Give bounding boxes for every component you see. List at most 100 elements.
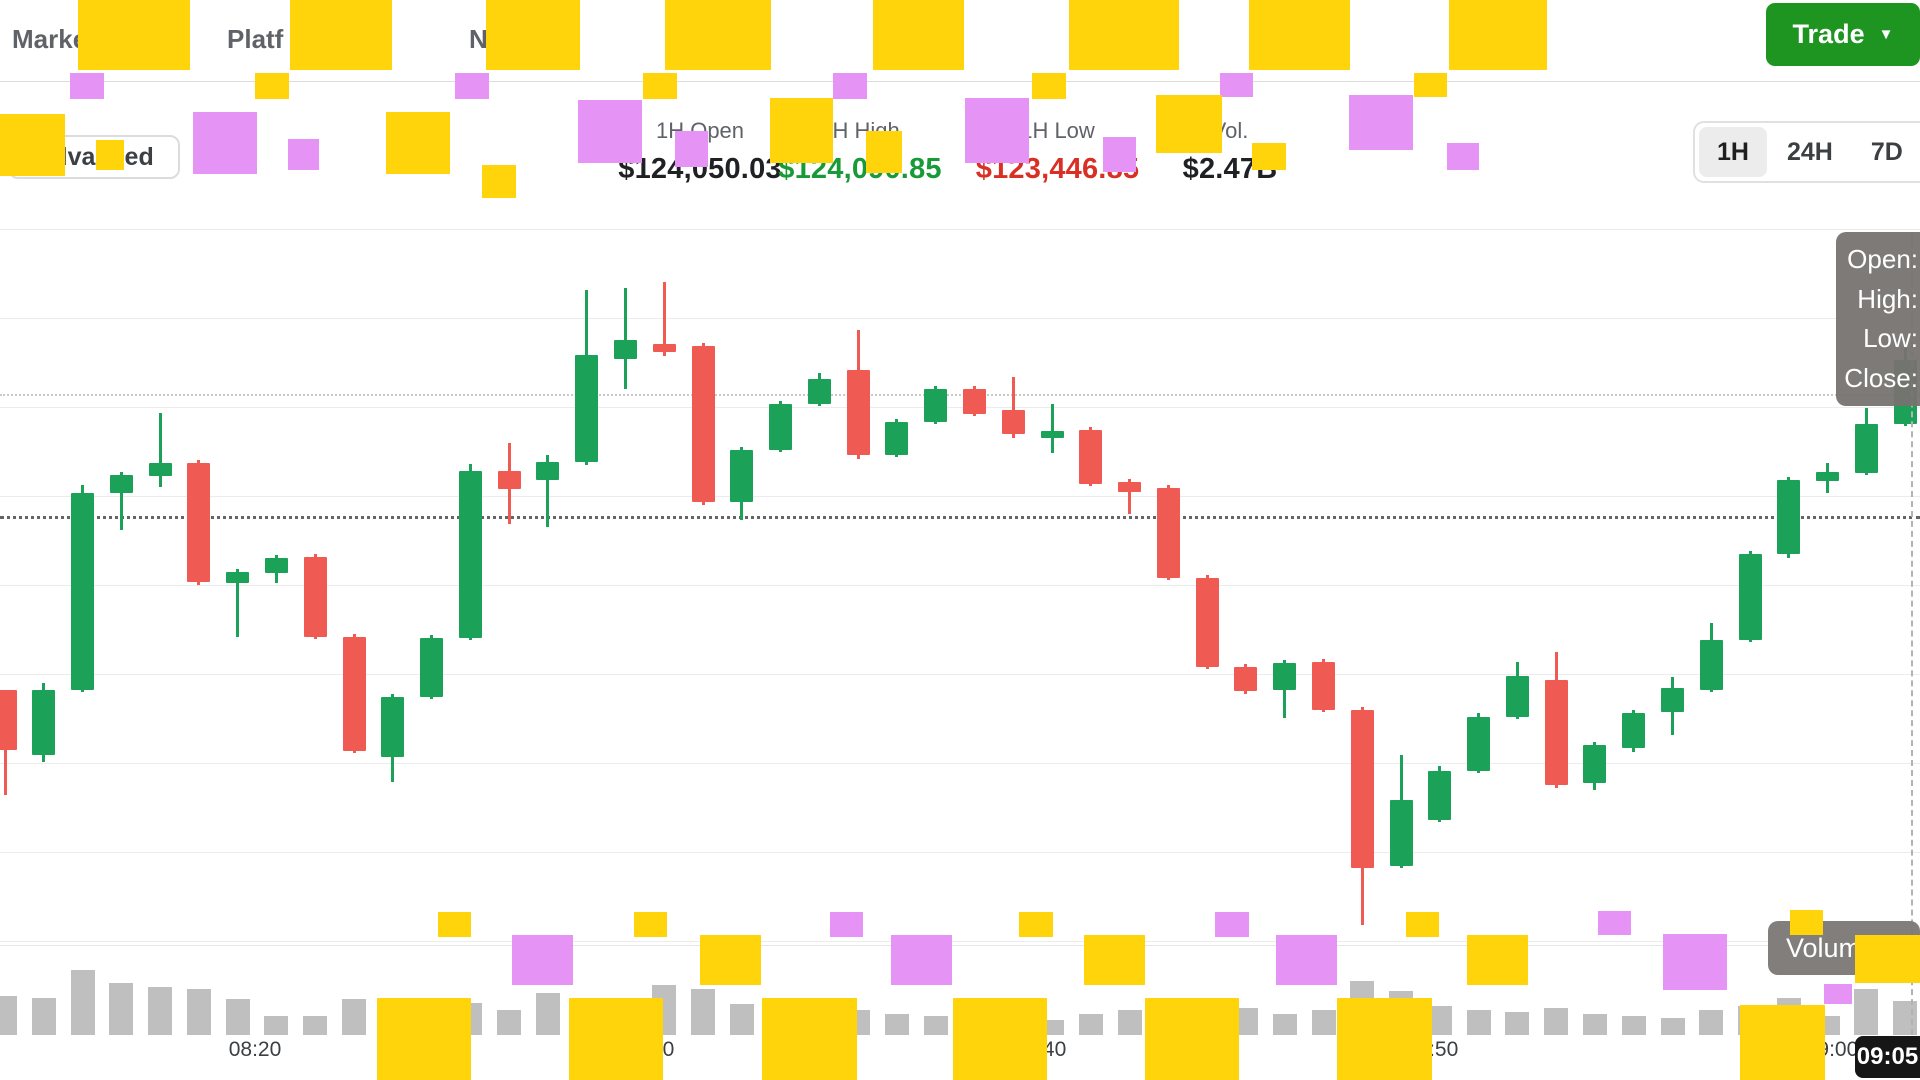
redaction-patch-violet: [1215, 912, 1249, 937]
volume-bar: [225, 998, 250, 1035]
redaction-patch-yellow: [290, 0, 392, 70]
redaction-patch-yellow: [0, 114, 65, 176]
redaction-patch-yellow: [643, 73, 677, 99]
redaction-patch-violet: [1447, 143, 1479, 170]
candle-body: [303, 557, 327, 637]
chevron-down-icon: ▼: [1878, 26, 1894, 43]
redaction-patch-yellow: [377, 998, 471, 1080]
candle-wick: [1050, 403, 1054, 453]
nav-item-platform[interactable]: Platf: [227, 24, 284, 54]
ohlc-low-label: Low:: [1863, 323, 1918, 354]
volume-bar: [0, 996, 17, 1035]
redaction-patch-yellow: [486, 0, 580, 70]
redaction-patch-yellow: [1855, 935, 1920, 983]
candle-body: [1001, 410, 1025, 434]
candle-body: [1079, 430, 1103, 484]
redaction-patch-yellow: [1069, 0, 1179, 70]
volume-bar: [264, 1015, 289, 1035]
timeframe-7d[interactable]: 7D: [1853, 127, 1920, 177]
volume-bar: [1854, 988, 1879, 1035]
ohlc-open-label: Open:: [1847, 244, 1918, 275]
volume-bar: [729, 1004, 754, 1035]
candle-body: [1505, 676, 1529, 717]
candle-body: [1777, 480, 1801, 554]
redaction-patch-yellow: [770, 98, 833, 163]
ohlc-close-label: Close:: [1844, 362, 1918, 393]
redaction-patch-violet: [1598, 911, 1631, 935]
candle-body: [497, 471, 521, 490]
volume-panel-divider: [0, 945, 1920, 946]
candle-body: [613, 339, 637, 360]
stat-1h-low-label: 1H Low: [1020, 118, 1095, 143]
candle-body: [924, 388, 948, 423]
volume-bar: [186, 988, 211, 1035]
timeframe-24h[interactable]: 24H: [1769, 127, 1851, 177]
ohlc-crosshair-tooltip: Open: High: Low: Close:: [1836, 232, 1920, 406]
ohlc-high-label: High:: [1857, 283, 1918, 314]
candle-wick: [546, 454, 550, 527]
redaction-patch-yellow: [1740, 1005, 1825, 1080]
candle-wick: [236, 568, 240, 637]
candle-body: [1273, 663, 1297, 690]
gridline: [0, 318, 1920, 319]
volume-bar: [497, 1010, 522, 1035]
volume-bar: [342, 998, 367, 1035]
candle-body: [1544, 680, 1568, 786]
volume-bar: [1544, 1007, 1569, 1035]
redaction-patch-yellow: [700, 935, 761, 985]
redaction-patch-violet: [965, 98, 1029, 163]
redaction-patch-violet: [1276, 935, 1337, 985]
candle-body: [32, 689, 56, 755]
volume-bar: [535, 993, 560, 1035]
trade-button[interactable]: Trade ▼: [1766, 3, 1920, 66]
redaction-patch-violet: [891, 935, 952, 985]
volume-bar: [884, 1013, 909, 1035]
volume-bar: [691, 988, 716, 1035]
redaction-patch-yellow: [1790, 910, 1823, 935]
redaction-patch-yellow: [1156, 95, 1222, 153]
timeframe-selector: 1H 24H 7D: [1693, 121, 1920, 183]
candle-body: [1854, 424, 1878, 474]
time-tooltip-label: 09:05: [1856, 1043, 1919, 1070]
gridline: [0, 585, 1920, 586]
crosshair-vertical-line: [1911, 232, 1913, 1035]
redaction-patch-yellow: [438, 912, 471, 937]
redaction-patch-violet: [193, 112, 257, 174]
candle-wick: [119, 472, 123, 530]
trade-button-label: Trade: [1792, 19, 1865, 49]
gridline: [0, 763, 1920, 764]
redaction-patch-yellow: [386, 112, 450, 174]
volume-bar: [1621, 1015, 1646, 1035]
redaction-patch-violet: [1663, 934, 1727, 990]
candle-body: [807, 378, 831, 404]
volume-bar: [1893, 1000, 1918, 1035]
candle-body: [1467, 716, 1491, 771]
candle-wick: [623, 288, 627, 389]
gridline: [0, 407, 1920, 408]
volume-bar: [1505, 1011, 1530, 1035]
redaction-patch-yellow: [866, 131, 902, 173]
volume-bar: [1699, 1010, 1724, 1035]
candle-body: [1234, 667, 1258, 691]
redaction-patch-yellow: [953, 998, 1047, 1080]
candle-wick: [1011, 376, 1015, 438]
redaction-patch-yellow: [482, 165, 516, 198]
nav-item-news[interactable]: N: [469, 24, 488, 54]
reference-line-dotted: [0, 394, 1920, 396]
volume-bar: [1311, 1010, 1336, 1035]
candle-body: [1738, 554, 1762, 640]
timeframe-1h[interactable]: 1H: [1699, 127, 1767, 177]
redaction-patch-yellow: [762, 998, 857, 1080]
candle-body: [1622, 712, 1646, 748]
candle-body: [342, 636, 366, 751]
redaction-patch-yellow: [1019, 912, 1053, 937]
volume-bar: [923, 1015, 948, 1035]
redaction-patch-yellow: [1467, 935, 1528, 985]
redaction-patch-violet: [578, 100, 642, 163]
candle-body: [381, 696, 405, 757]
candle-body: [226, 571, 250, 583]
candle-body: [71, 493, 95, 690]
volume-bar: [303, 1015, 328, 1035]
redaction-patch-violet: [512, 935, 573, 985]
candle-body: [420, 637, 444, 697]
